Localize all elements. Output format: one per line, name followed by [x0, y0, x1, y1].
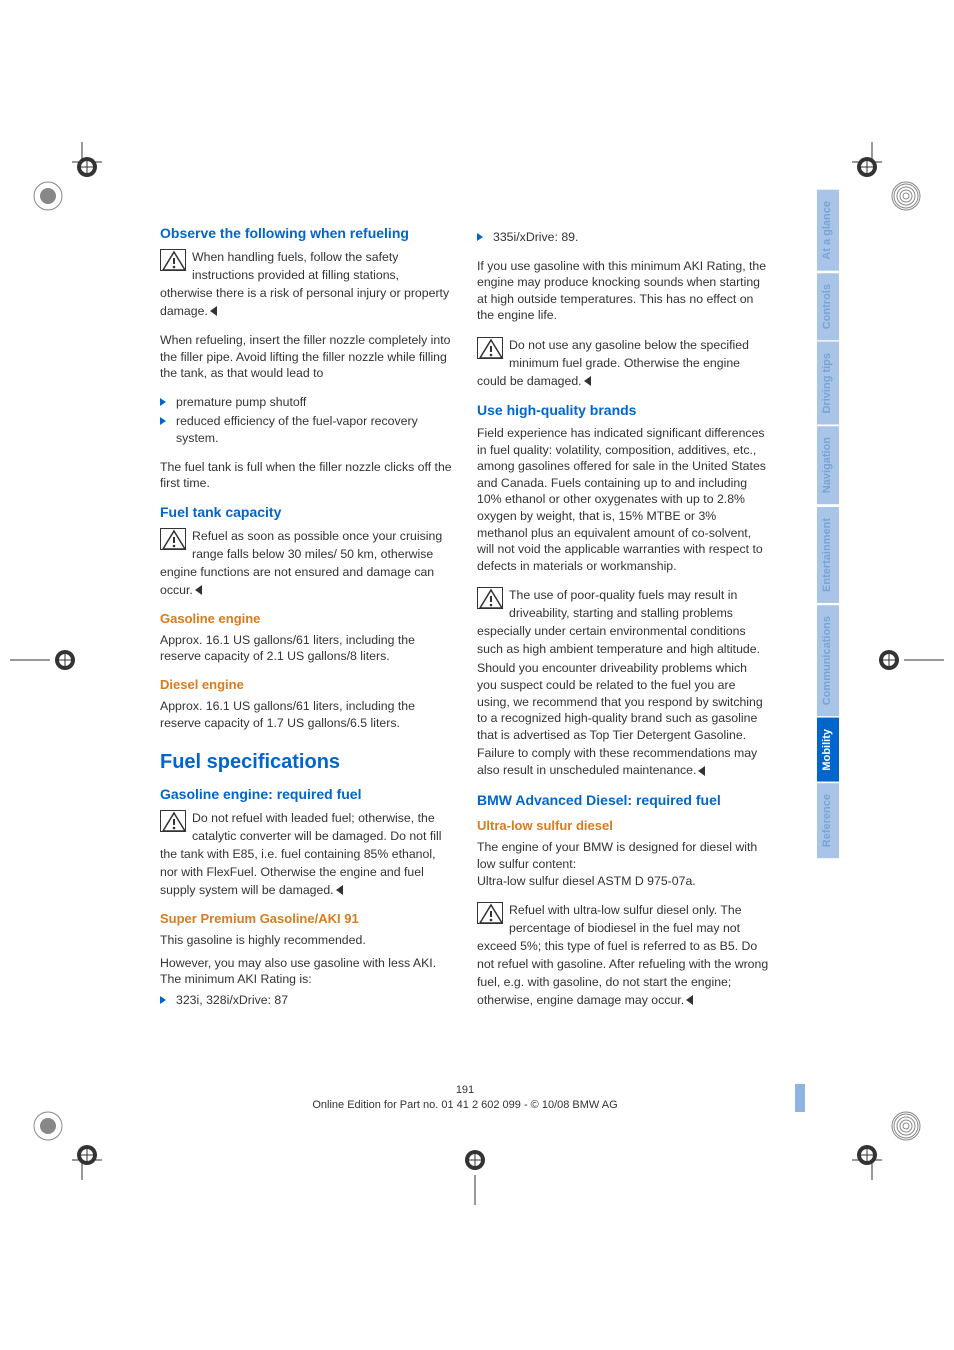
paragraph: Approx. 16.1 US gallons/61 liters, inclu…	[160, 632, 453, 665]
warning-icon	[160, 249, 186, 271]
paragraph: The engine of your BMW is designed for d…	[477, 839, 770, 872]
bullet-icon	[160, 996, 166, 1004]
heading-observe: Observe the following when refueling	[160, 225, 453, 241]
end-mark-icon	[584, 376, 591, 386]
paragraph: When refueling, insert the filler nozzle…	[160, 332, 453, 382]
end-mark-icon	[336, 885, 343, 895]
heading-super-premium: Super Premium Gasoline/AKI 91	[160, 911, 453, 926]
page-number-bar	[795, 1084, 805, 1112]
end-mark-icon	[686, 995, 693, 1005]
heading-ultra-low: Ultra-low sulfur diesel	[477, 818, 770, 833]
paragraph: This gasoline is highly recommended.	[160, 932, 453, 949]
tab-driving-tips[interactable]: Driving tips	[817, 342, 839, 425]
heading-capacity: Fuel tank capacity	[160, 504, 453, 520]
edition-text: Online Edition for Part no. 01 41 2 602 …	[160, 1099, 770, 1111]
heading-bmw-diesel: BMW Advanced Diesel: required fuel	[477, 792, 770, 808]
warning-icon	[477, 902, 503, 924]
tab-mobility[interactable]: Mobility	[817, 718, 839, 782]
end-mark-icon	[698, 766, 705, 776]
warning-icon	[477, 587, 503, 609]
paragraph: Ultra-low sulfur diesel ASTM D 975-07a.	[477, 873, 770, 890]
warning-icon	[160, 528, 186, 550]
paragraph: The fuel tank is full when the filler no…	[160, 459, 453, 492]
heading-brands: Use high-quality brands	[477, 402, 770, 418]
tab-navigation[interactable]: Navigation	[817, 426, 839, 504]
paragraph: Should you encounter driveability proble…	[477, 660, 770, 743]
left-column: Observe the following when refueling Whe…	[160, 225, 453, 1021]
warning-text: The use of poor-quality fuels may result…	[477, 588, 760, 656]
warning-text-end: Failure to comply with these recommendat…	[477, 746, 757, 777]
bullet-icon	[160, 398, 166, 406]
warning-text: Do not refuel with leaded fuel; otherwis…	[160, 811, 441, 897]
warning-text: Refuel with ultra-low sulfur diesel only…	[477, 903, 768, 1007]
warning-icon	[477, 337, 503, 359]
paragraph: Approx. 16.1 US gallons/61 liters, inclu…	[160, 698, 453, 731]
heading-gas-required: Gasoline engine: required fuel	[160, 786, 453, 802]
warning-text: When handling fuels, follow the safety i…	[160, 250, 449, 318]
warning-icon	[160, 810, 186, 832]
tab-controls[interactable]: Controls	[817, 273, 839, 340]
paragraph: If you use gasoline with this minimum AK…	[477, 258, 770, 324]
paragraph: Field experience has indicated significa…	[477, 425, 770, 574]
paragraph: However, you may also use gasoline with …	[160, 955, 453, 988]
tab-reference[interactable]: Reference	[817, 783, 839, 858]
tab-communications[interactable]: Communications	[817, 605, 839, 716]
page-content: Observe the following when refueling Whe…	[160, 225, 770, 1021]
crop-mark-ml	[10, 640, 80, 680]
bullet-text: 323i, 328i/xDrive: 87	[176, 992, 288, 1009]
end-mark-icon	[195, 585, 202, 595]
crop-mark-tl	[32, 142, 102, 212]
warning-text: Refuel as soon as possible once your cru…	[160, 529, 442, 597]
right-column: 335i/xDrive: 89. If you use gasoline wit…	[477, 225, 770, 1021]
crop-mark-bl	[32, 1110, 102, 1180]
paragraph: Failure to comply with these recommendat…	[477, 745, 770, 778]
heading-gas-engine: Gasoline engine	[160, 611, 453, 626]
bullet-icon	[160, 417, 166, 425]
side-tabs: At a glanceControlsDriving tipsNavigatio…	[817, 190, 839, 861]
crop-mark-br	[852, 1110, 922, 1180]
page-footer: 191 Online Edition for Part no. 01 41 2 …	[160, 1084, 770, 1111]
end-mark-icon	[210, 306, 217, 316]
bullet-text: premature pump shutoff	[176, 394, 306, 411]
bullet-text: reduced efficiency of the fuel-vapor rec…	[176, 413, 453, 446]
bullet-text: 335i/xDrive: 89.	[493, 229, 578, 246]
warning-text: Do not use any gasoline below the specif…	[477, 338, 749, 388]
page-number: 191	[160, 1084, 770, 1096]
crop-mark-mr	[874, 640, 944, 680]
bullet-icon	[477, 233, 483, 241]
crop-mark-tr	[852, 142, 922, 212]
crop-mark-bc	[440, 1145, 510, 1205]
heading-fuel-spec: Fuel specifications	[160, 751, 453, 774]
heading-diesel-engine: Diesel engine	[160, 677, 453, 692]
bullet-list: premature pump shutoff reduced efficienc…	[160, 394, 453, 447]
tab-at-a-glance[interactable]: At a glance	[817, 190, 839, 271]
tab-entertainment[interactable]: Entertainment	[817, 507, 839, 603]
